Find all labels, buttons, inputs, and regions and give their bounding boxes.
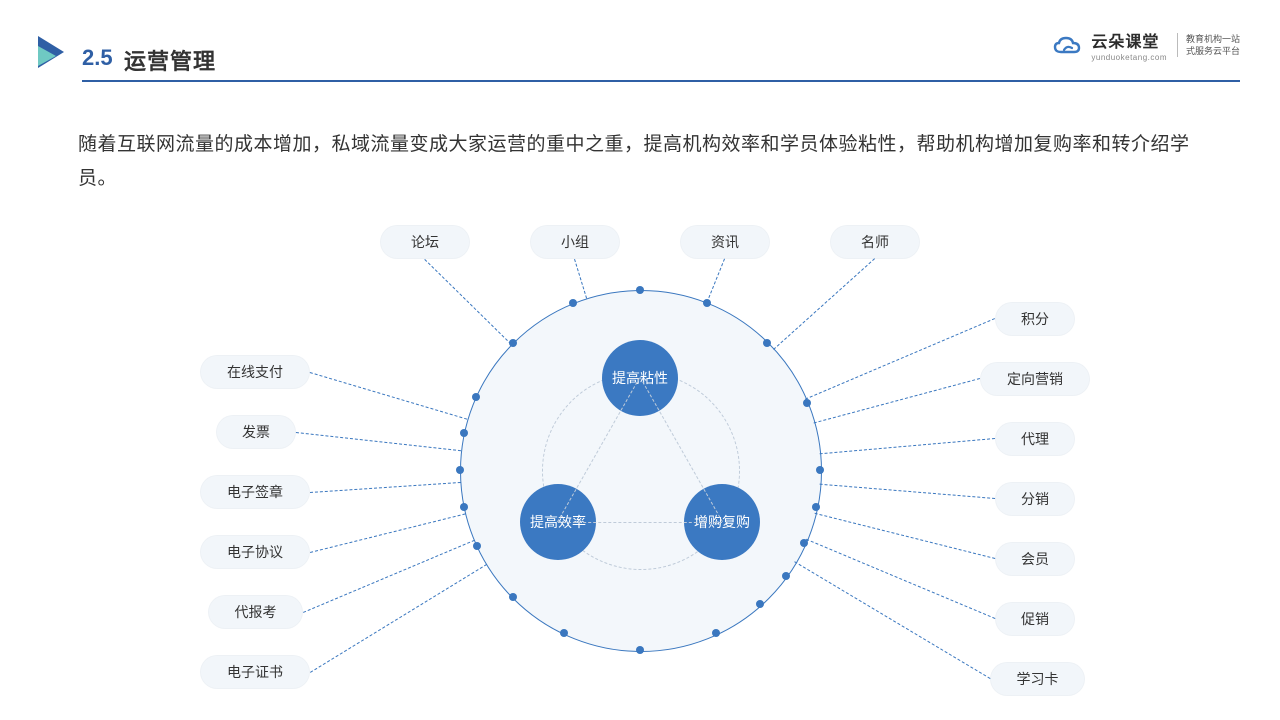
spoke-line: [706, 259, 725, 303]
spoke-line: [819, 484, 995, 499]
pill-right: 定向营销: [980, 362, 1090, 396]
pill-right: 积分: [995, 302, 1075, 336]
spoke-line: [310, 513, 466, 553]
perimeter-dot: [812, 503, 820, 511]
spoke-line: [773, 258, 875, 349]
spoke-line: [424, 259, 511, 345]
perimeter-dot: [472, 393, 480, 401]
spoke-line: [303, 540, 475, 613]
spoke-line: [805, 318, 995, 399]
logo-tagline: 教育机构一站 式服务云平台: [1177, 33, 1240, 57]
spoke-line: [819, 438, 995, 454]
spoke-line: [296, 432, 461, 451]
perimeter-dot: [756, 600, 764, 608]
core-link: [558, 522, 722, 523]
pill-left: 在线支付: [200, 355, 310, 389]
perimeter-dot: [460, 429, 468, 437]
spoke-line: [310, 372, 468, 420]
radial-diagram: 提高粘性提高效率增购复购论坛小组资讯名师在线支付发票电子签章电子协议代报考电子证…: [0, 190, 1280, 720]
pill-top: 资讯: [680, 225, 770, 259]
logo-tagline-2: 式服务云平台: [1186, 45, 1240, 57]
pill-right: 代理: [995, 422, 1075, 456]
cloud-icon: [1053, 36, 1081, 54]
spoke-line: [310, 482, 460, 493]
perimeter-dot: [782, 572, 790, 580]
perimeter-dot: [763, 339, 771, 347]
pill-right: 学习卡: [990, 662, 1085, 696]
pill-top: 小组: [530, 225, 620, 259]
pill-left: 电子证书: [200, 655, 310, 689]
header-rule: [82, 80, 1240, 82]
play-triangle-icon: [36, 34, 68, 70]
perimeter-dot: [509, 593, 517, 601]
pill-left: 电子签章: [200, 475, 310, 509]
spoke-line: [574, 259, 587, 298]
logo-tagline-1: 教育机构一站: [1186, 33, 1240, 45]
spoke-line: [815, 513, 996, 559]
perimeter-dot: [569, 299, 577, 307]
perimeter-dot: [456, 466, 464, 474]
description-text: 随着互联网流量的成本增加，私域流量变成大家运营的重中之重，提高机构效率和学员体验…: [78, 128, 1220, 196]
pill-left: 发票: [216, 415, 296, 449]
logo-brand: 云朵课堂: [1091, 28, 1167, 52]
perimeter-dot: [560, 629, 568, 637]
perimeter-dot: [803, 399, 811, 407]
pill-right: 会员: [995, 542, 1075, 576]
spoke-line: [310, 564, 487, 673]
perimeter-dot: [636, 286, 644, 294]
pill-top: 论坛: [380, 225, 470, 259]
pill-right: 促销: [995, 602, 1075, 636]
pill-right: 分销: [995, 482, 1075, 516]
perimeter-dot: [636, 646, 644, 654]
pill-left: 电子协议: [200, 535, 310, 569]
pill-top: 名师: [830, 225, 920, 259]
section-number: 2.5: [82, 45, 113, 71]
brand-logo: 云朵课堂 yunduoketang.com 教育机构一站 式服务云平台: [1053, 28, 1240, 62]
perimeter-dot: [816, 466, 824, 474]
logo-url: yunduoketang.com: [1091, 53, 1167, 62]
logo-text-block: 云朵课堂 yunduoketang.com: [1091, 28, 1167, 62]
section-title: 运营管理: [124, 44, 216, 76]
perimeter-dot: [473, 542, 481, 550]
pill-left: 代报考: [208, 595, 303, 629]
spoke-line: [795, 561, 991, 679]
perimeter-dot: [712, 629, 720, 637]
